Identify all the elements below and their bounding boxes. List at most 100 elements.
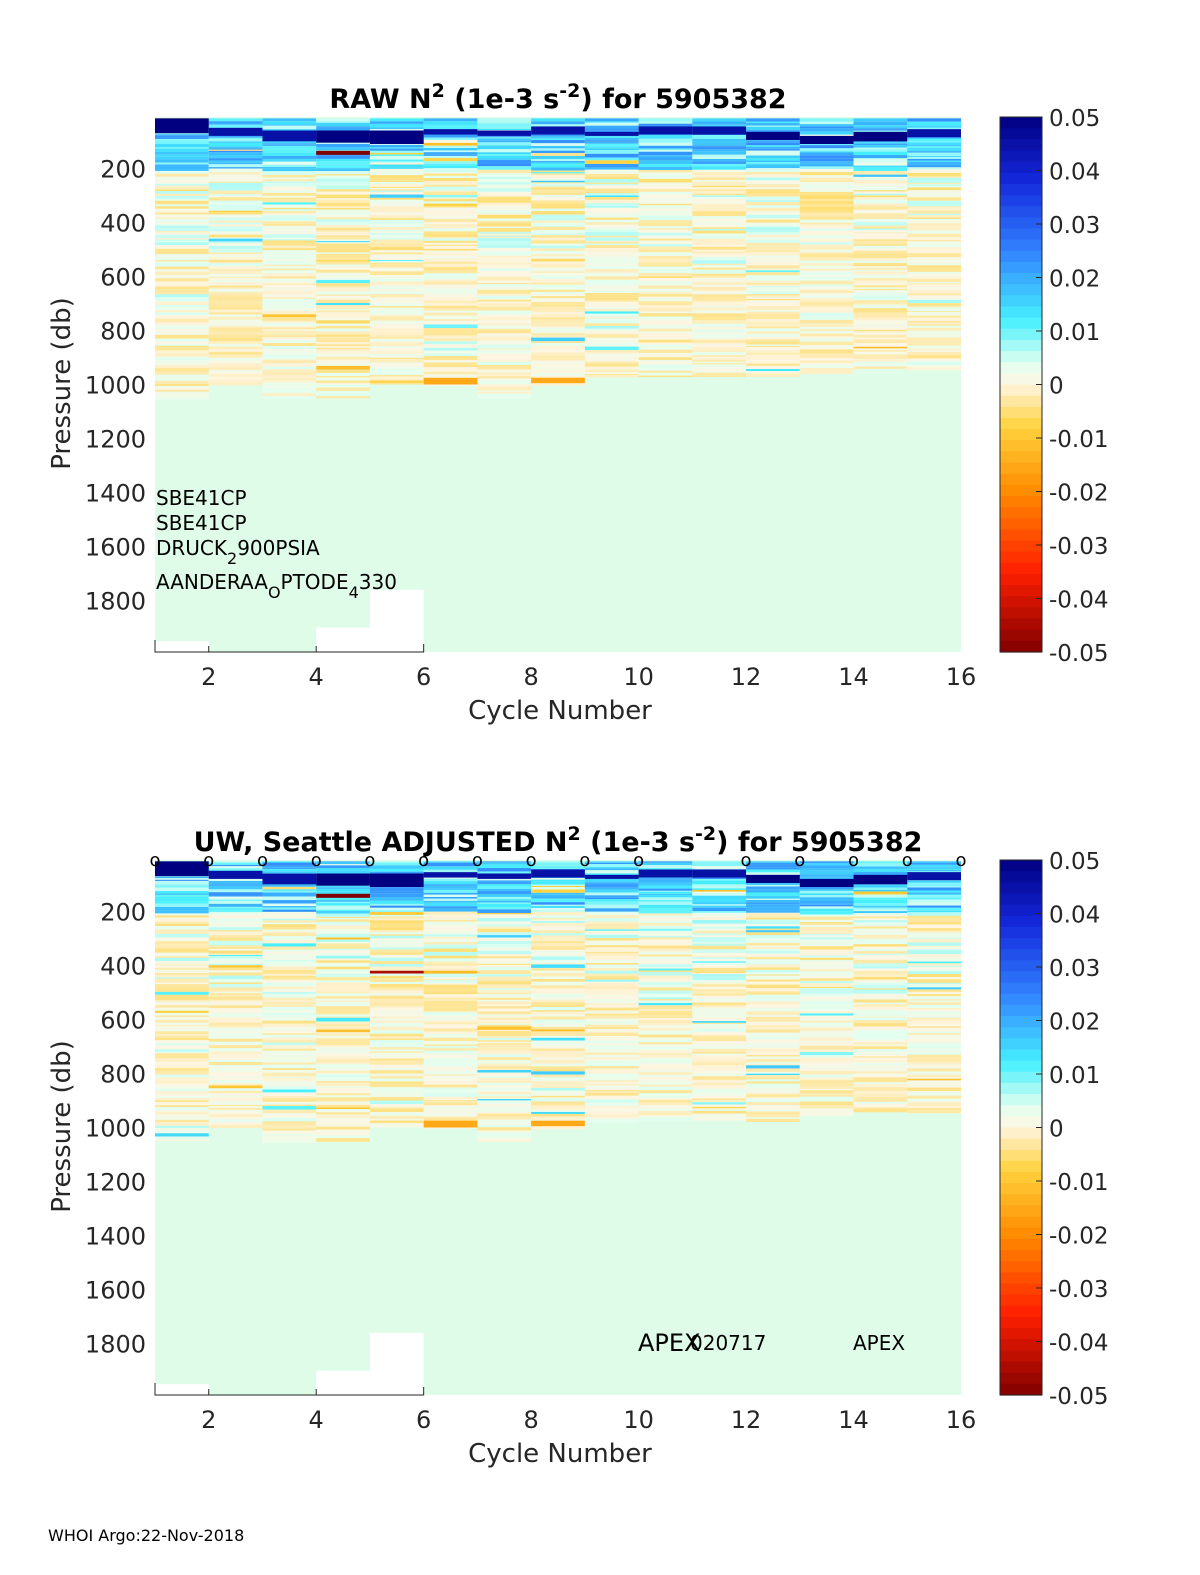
heatmap-cell	[208, 148, 263, 150]
heatmap-cell	[155, 1068, 209, 1072]
heatmap-cell	[316, 998, 370, 1001]
heatmap-cell	[262, 867, 317, 870]
heatmap-cell	[208, 337, 263, 342]
heatmap-cell	[477, 215, 532, 219]
heatmap-cell	[423, 121, 478, 125]
heatmap-cell	[692, 323, 747, 327]
heatmap-cell	[799, 145, 854, 149]
heatmap-cell	[423, 999, 478, 1002]
heatmap-cell	[316, 1008, 370, 1010]
heatmap-cell	[907, 172, 961, 177]
heatmap-cell	[423, 358, 478, 361]
y-tick-label: 1400	[85, 480, 146, 508]
heatmap-cell	[262, 179, 317, 182]
heatmap-cell	[907, 325, 961, 328]
heatmap-cell	[799, 932, 854, 935]
heatmap-cell	[262, 229, 317, 233]
heatmap-cell	[208, 1001, 263, 1006]
heatmap-cell	[262, 896, 317, 901]
heatmap-cell	[853, 334, 908, 338]
heatmap-cell	[853, 1002, 908, 1005]
heatmap-cell	[369, 1123, 424, 1127]
heatmap-cell	[208, 992, 263, 996]
heatmap-cell	[423, 1047, 478, 1051]
heatmap-cell	[208, 237, 263, 239]
heatmap-cell	[531, 243, 585, 246]
heatmap-cell	[531, 312, 585, 315]
heatmap-cell	[423, 917, 478, 919]
heatmap-cell	[907, 337, 961, 342]
heatmap-cell	[853, 339, 908, 344]
heatmap-cell	[155, 947, 209, 950]
heatmap-cell	[799, 161, 854, 164]
heatmap-cell	[369, 1112, 424, 1115]
heatmap-cell	[584, 948, 639, 952]
heatmap-cell	[369, 254, 424, 259]
heatmap-cell	[369, 164, 424, 168]
heatmap-cell	[907, 1101, 961, 1103]
heatmap-cell	[262, 918, 317, 921]
heatmap-cell	[369, 1058, 424, 1061]
heatmap-cell	[531, 941, 585, 944]
heatmap-cell	[531, 237, 585, 241]
heatmap-cell	[638, 288, 693, 292]
heatmap-cell	[477, 301, 532, 304]
heatmap-cell	[262, 195, 317, 198]
heatmap-cell	[155, 1139, 209, 1142]
heatmap-cell	[853, 170, 908, 175]
heatmap-cell	[369, 202, 424, 207]
heatmap-cell	[262, 869, 317, 872]
heatmap-cell	[369, 1049, 424, 1052]
heatmap-cell	[208, 280, 263, 283]
heatmap-cell	[369, 897, 424, 901]
heatmap-cell	[369, 1047, 424, 1050]
heatmap-cell	[155, 878, 209, 880]
heatmap-cell	[531, 143, 585, 146]
heatmap-cell	[316, 1114, 370, 1119]
colorbar-segment	[1000, 1350, 1042, 1363]
heatmap-cell	[746, 226, 800, 231]
heatmap-cell	[208, 1090, 263, 1094]
heatmap-cell	[316, 392, 370, 395]
heatmap-cell	[853, 349, 908, 352]
heatmap-cell	[155, 365, 209, 369]
heatmap-cell	[799, 903, 854, 905]
heatmap-cell	[423, 961, 478, 964]
heatmap-cell	[262, 1003, 317, 1008]
heatmap-cell	[692, 161, 747, 164]
heatmap-cell	[907, 1000, 961, 1002]
heatmap-cell	[262, 260, 317, 265]
heatmap-cell	[477, 913, 532, 915]
heatmap-cell	[746, 1097, 800, 1099]
heatmap-cell	[262, 192, 317, 196]
x-tick-label: 6	[416, 663, 431, 691]
heatmap-cell	[155, 245, 209, 249]
heatmap-cell	[531, 167, 585, 171]
heatmap-cell	[853, 966, 908, 969]
heatmap-cell	[477, 1011, 532, 1015]
heatmap-cell	[155, 1000, 209, 1002]
heatmap-cell	[423, 215, 478, 219]
heatmap-cell	[638, 891, 693, 894]
heatmap-cell	[423, 198, 478, 202]
heatmap-cell	[799, 874, 854, 878]
heatmap-cell	[692, 1015, 747, 1018]
heatmap-cell	[262, 985, 317, 987]
heatmap-cell	[692, 958, 747, 962]
heatmap-cell	[423, 324, 478, 329]
heatmap-cell	[208, 881, 263, 885]
y-tick-label: 600	[100, 1006, 146, 1034]
heatmap-cell	[477, 1060, 532, 1064]
heatmap-cell	[531, 150, 585, 154]
heatmap-cell	[262, 391, 317, 394]
heatmap-cell	[692, 154, 747, 157]
heatmap-cell	[208, 304, 263, 308]
heatmap-cell	[316, 206, 370, 208]
heatmap-cell	[584, 1114, 639, 1118]
heatmap-cell	[531, 902, 585, 905]
heatmap-cell	[907, 890, 961, 893]
heatmap-cell	[638, 1042, 693, 1045]
heatmap-cell	[208, 142, 263, 147]
heatmap-cell	[477, 921, 532, 925]
heatmap-cell	[423, 877, 478, 879]
